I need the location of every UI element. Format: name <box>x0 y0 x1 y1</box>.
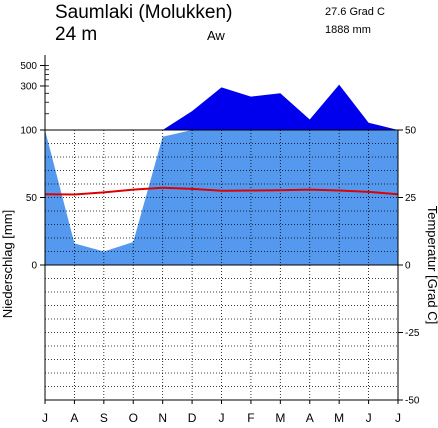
temperature-line <box>44 186 399 196</box>
grid-lines <box>45 65 398 400</box>
left-tick-label: 500 <box>20 61 37 72</box>
right-tick-label: -25 <box>405 328 420 339</box>
station-title: Saumlaki (Molukken) <box>55 2 232 23</box>
climate-class-label: Aw <box>207 28 225 43</box>
right-tick-label: -50 <box>405 396 420 407</box>
precipitation-excess-area <box>45 84 398 130</box>
month-label: M <box>275 411 285 425</box>
month-label: J <box>42 411 48 425</box>
month-label: J <box>219 411 225 425</box>
right-tick-label: 0 <box>405 261 411 272</box>
left-axis-title: Niederschlag [mm] <box>0 210 15 318</box>
right-tick-label: 25 <box>405 193 417 204</box>
left-tick-label: 0 <box>31 261 37 272</box>
month-label: F <box>247 411 254 425</box>
elevation-label: 24 m <box>55 24 97 45</box>
month-label: J <box>366 411 372 425</box>
month-label: D <box>188 411 197 425</box>
left-tick-label: 100 <box>20 126 37 137</box>
right-tick-label: 50 <box>405 126 417 137</box>
left-tick-label: 300 <box>20 81 37 92</box>
month-label: N <box>158 411 167 425</box>
month-label: A <box>306 411 314 425</box>
left-tick-label: 50 <box>26 193 38 204</box>
right-axis-title: Temperatur [Grad C] <box>425 206 438 325</box>
month-label: S <box>100 411 108 425</box>
month-label: A <box>70 411 78 425</box>
month-label: J <box>395 411 401 425</box>
month-label: M <box>334 411 344 425</box>
precipitation-excess-polygon <box>45 84 398 130</box>
annual-precipitation-label: 1888 mm <box>325 24 371 36</box>
temperature-polyline <box>44 186 399 196</box>
mean-temperature-label: 27.6 Grad C <box>325 6 385 18</box>
month-label: O <box>129 411 138 425</box>
right-axis-ticks: 50 25 0 -25 -50 <box>398 126 420 407</box>
